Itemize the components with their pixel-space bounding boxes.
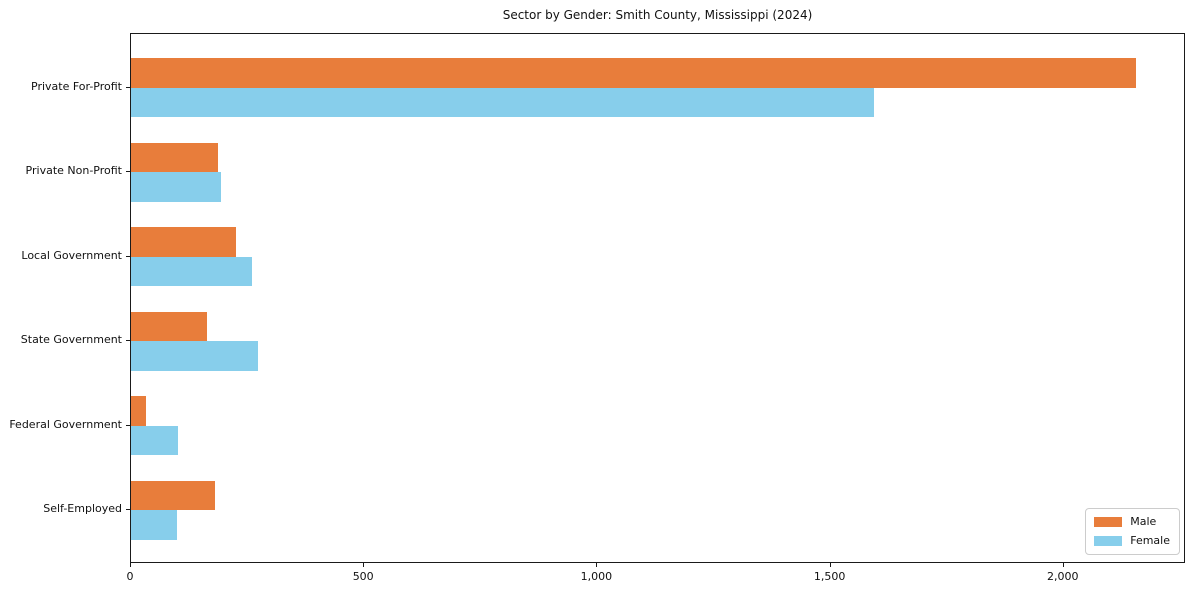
y-tick-mark [126, 340, 130, 342]
legend-label-male: Male [1130, 515, 1157, 528]
bar-female-state-government [131, 341, 259, 371]
y-tick-label-local-government: Local Government [21, 248, 122, 262]
y-tick-mark [126, 509, 130, 511]
legend-item-female: Female [1094, 535, 1170, 547]
y-tick-label-federal-government: Federal Government [9, 417, 122, 431]
bar-male-private-non-profit [131, 142, 218, 173]
bar-female-local-government [131, 256, 252, 287]
x-tick-mark [596, 563, 598, 567]
bar-male-state-government [131, 311, 207, 342]
bar-female-federal-government [131, 425, 179, 456]
y-tick-mark [126, 86, 130, 88]
x-tick-label-1-000: 1,000 [580, 570, 613, 583]
legend: Male Female [1085, 508, 1180, 555]
y-tick-mark [126, 424, 130, 426]
x-tick-mark [1062, 563, 1064, 567]
bar-male-local-government [131, 227, 236, 257]
legend-item-male: Male [1094, 516, 1170, 528]
x-tick-mark [363, 563, 365, 567]
y-tick-mark [126, 171, 130, 173]
plot-area: Male Female [130, 33, 1185, 563]
y-tick-label-private-for-profit: Private For-Profit [31, 79, 122, 93]
x-tick-label-500: 500 [352, 570, 374, 583]
x-tick-label-1-500: 1,500 [813, 570, 846, 583]
y-tick-mark [126, 255, 130, 257]
y-tick-label-private-non-profit: Private Non-Profit [25, 164, 122, 178]
bar-female-private-non-profit [131, 172, 222, 202]
bar-female-private-for-profit [131, 87, 874, 118]
x-tick-mark [829, 563, 831, 567]
bar-female-self-employed [131, 510, 178, 540]
y-tick-label-state-government: State Government [20, 333, 122, 347]
x-tick-label-0: 0 [126, 570, 134, 583]
male-series-swatch [1094, 517, 1123, 527]
x-tick-label-2-000: 2,000 [1047, 570, 1079, 583]
bar-male-federal-government [131, 396, 146, 426]
y-tick-label-self-employed: Self-Employed [43, 502, 122, 516]
bar-male-private-for-profit [131, 58, 1136, 88]
x-tick-mark [130, 563, 131, 567]
female-series-swatch [1094, 536, 1123, 546]
legend-label-female: Female [1130, 534, 1170, 547]
chart-title: Sector by Gender: Smith County, Mississi… [502, 8, 813, 22]
bar-male-self-employed [131, 480, 216, 511]
